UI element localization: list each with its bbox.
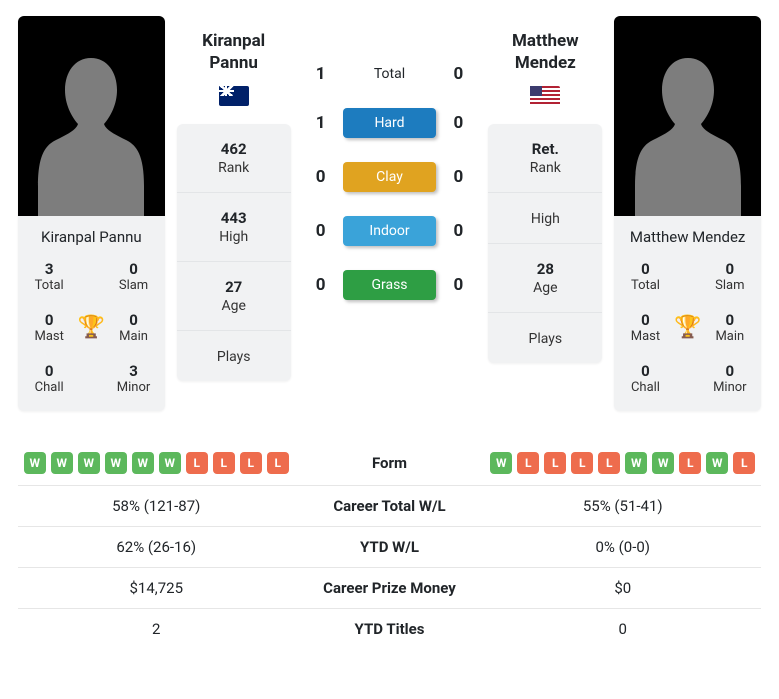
p1-ytd-wl: 62% (26-16) xyxy=(18,538,295,556)
p2-rank: Ret.Rank xyxy=(488,124,602,193)
player1-stat-card: 462Rank 443High 27Age Plays xyxy=(177,124,291,381)
form-badge[interactable]: W xyxy=(51,452,73,474)
p1-main: 0Main xyxy=(110,311,156,344)
form-badge[interactable]: L xyxy=(213,452,235,474)
flag-nz-icon xyxy=(219,86,249,106)
player2-card[interactable]: Matthew Mendez 0Total 0Slam 0Mast 🏆 0Mai… xyxy=(614,16,761,411)
surface-indoor-pill[interactable]: Indoor xyxy=(343,216,437,246)
p2-high: High xyxy=(488,193,602,244)
h2h-indoor: 0 Indoor 0 xyxy=(303,216,477,246)
row-career-wl: 58% (121-87) Career Total W/L 55% (51-41… xyxy=(18,486,761,527)
form-badge[interactable]: L xyxy=(267,452,289,474)
form-label: Form xyxy=(295,454,485,472)
h2h-grass: 0 Grass 0 xyxy=(303,270,477,300)
player1-titles: 3Total 0Slam 0Mast 🏆 0Main 0Chall 3Minor xyxy=(18,254,165,411)
player2-flag xyxy=(488,86,602,110)
p2-slam: 0Slam xyxy=(707,260,753,293)
h2h-clay: 0 Clay 0 xyxy=(303,162,477,192)
form-badge[interactable]: W xyxy=(159,452,181,474)
surface-clay-pill[interactable]: Clay xyxy=(343,162,437,192)
player2-photo xyxy=(614,16,761,216)
p2-career-wl: 55% (51-41) xyxy=(485,497,762,515)
player1-photo xyxy=(18,16,165,216)
row-form: WWWWWWLLLL Form WLLLLWWLWL xyxy=(18,441,761,486)
p2-chall: 0Chall xyxy=(622,362,668,395)
form-badge[interactable]: L xyxy=(240,452,262,474)
h2h-total: 1 Total 0 xyxy=(303,64,477,84)
p1-chall: 0Chall xyxy=(26,362,72,395)
form-badge[interactable]: L xyxy=(733,452,755,474)
p1-ytd-titles: 2 xyxy=(18,620,295,638)
form-badge[interactable]: W xyxy=(24,452,46,474)
p2-age: 28Age xyxy=(488,244,602,313)
form-badge[interactable]: W xyxy=(105,452,127,474)
p1-mast: 0Mast xyxy=(26,311,72,344)
p2-total: 0Total xyxy=(622,260,668,293)
p2-ytd-wl: 0% (0-0) xyxy=(485,538,762,556)
p1-total: 3Total xyxy=(26,260,72,293)
form-badge[interactable]: W xyxy=(132,452,154,474)
p1-slam: 0Slam xyxy=(110,260,156,293)
form-badge[interactable]: W xyxy=(652,452,674,474)
player1-stats-col: Kiranpal Pannu 462Rank 443High 27Age Pla… xyxy=(177,16,291,411)
player2-stats-col: Matthew Mendez Ret.Rank High 28Age Plays xyxy=(488,16,602,411)
row-prize: $14,725 Career Prize Money $0 xyxy=(18,568,761,609)
form-badge[interactable]: L xyxy=(598,452,620,474)
player2-name[interactable]: Matthew Mendez xyxy=(614,216,761,254)
player2-stat-card: Ret.Rank High 28Age Plays xyxy=(488,124,602,363)
flag-us-icon xyxy=(530,86,560,106)
p2-prize: $0 xyxy=(485,579,762,597)
form-badge[interactable]: L xyxy=(544,452,566,474)
player1-name[interactable]: Kiranpal Pannu xyxy=(18,216,165,254)
form-badge[interactable]: W xyxy=(706,452,728,474)
p2-minor: 0Minor xyxy=(707,362,753,395)
surface-grass-pill[interactable]: Grass xyxy=(343,270,437,300)
row-ytd-wl: 62% (26-16) YTD W/L 0% (0-0) xyxy=(18,527,761,568)
trophy-icon: 🏆 xyxy=(72,315,110,340)
head-to-head-top: Kiranpal Pannu 3Total 0Slam 0Mast 🏆 0Mai… xyxy=(18,16,761,411)
p1-high: 443High xyxy=(177,193,291,262)
p1-minor: 3Minor xyxy=(110,362,156,395)
p2-ytd-titles: 0 xyxy=(485,620,762,638)
p1-age: 27Age xyxy=(177,262,291,331)
player1-card[interactable]: Kiranpal Pannu 3Total 0Slam 0Mast 🏆 0Mai… xyxy=(18,16,165,411)
form-badge[interactable]: L xyxy=(517,452,539,474)
form-badge[interactable]: W xyxy=(78,452,100,474)
form-badge[interactable]: L xyxy=(571,452,593,474)
row-ytd-titles: 2 YTD Titles 0 xyxy=(18,609,761,649)
p2-plays: Plays xyxy=(488,313,602,363)
surface-hard-pill[interactable]: Hard xyxy=(343,108,437,138)
p2-form-badges: WLLLLWWLWL xyxy=(490,452,755,474)
p1-rank: 462Rank xyxy=(177,124,291,193)
player1-flag xyxy=(177,86,291,110)
player2-titles: 0Total 0Slam 0Mast 🏆 0Main 0Chall 0Minor xyxy=(614,254,761,411)
form-badge[interactable]: L xyxy=(679,452,701,474)
p1-plays: Plays xyxy=(177,331,291,381)
comparison-table: WWWWWWLLLL Form WLLLLWWLWL 58% (121-87) … xyxy=(18,441,761,649)
p1-form-badges: WWWWWWLLLL xyxy=(24,452,289,474)
trophy-icon: 🏆 xyxy=(669,315,707,340)
p2-main: 0Main xyxy=(707,311,753,344)
player2-heading: Matthew Mendez xyxy=(488,16,602,80)
silhouette-icon xyxy=(31,46,151,216)
p2-mast: 0Mast xyxy=(622,311,668,344)
p1-career-wl: 58% (121-87) xyxy=(18,497,295,515)
form-badge[interactable]: W xyxy=(625,452,647,474)
form-badge[interactable]: W xyxy=(490,452,512,474)
silhouette-icon xyxy=(628,46,748,216)
p1-prize: $14,725 xyxy=(18,579,295,597)
h2h-surfaces: 1 Total 0 1 Hard 0 0 Clay 0 0 Indoor 0 0… xyxy=(303,16,477,411)
h2h-hard: 1 Hard 0 xyxy=(303,108,477,138)
form-badge[interactable]: L xyxy=(186,452,208,474)
player1-heading: Kiranpal Pannu xyxy=(177,16,291,80)
